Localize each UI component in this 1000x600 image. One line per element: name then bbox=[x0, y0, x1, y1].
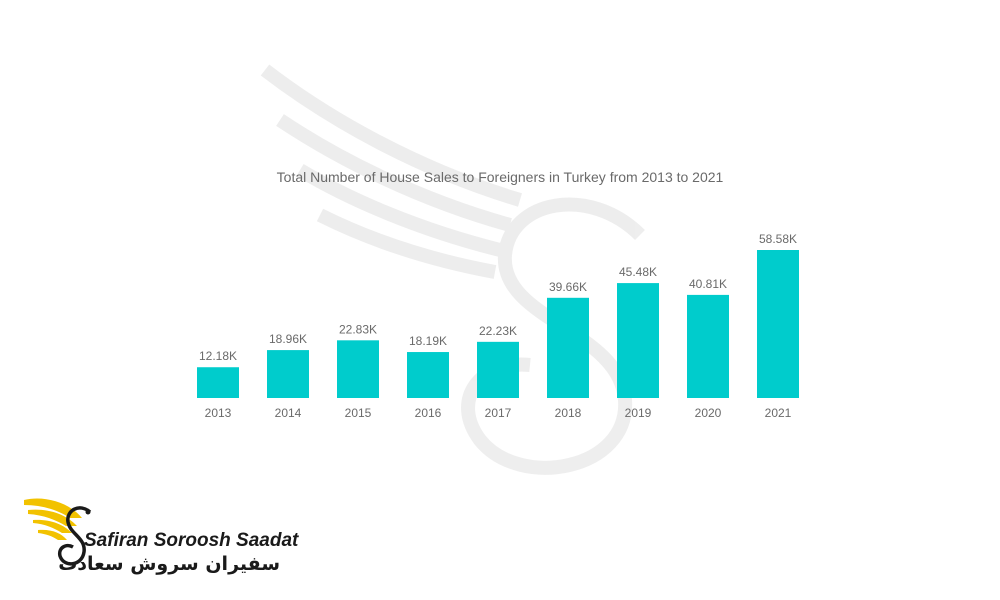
bar-2021 bbox=[757, 250, 799, 398]
value-label-2015: 22.83K bbox=[339, 322, 377, 336]
x-tick-label-2019: 2019 bbox=[625, 406, 652, 420]
bar-2014 bbox=[267, 350, 309, 398]
value-label-2020: 40.81K bbox=[689, 277, 727, 291]
value-label-2013: 12.18K bbox=[199, 349, 237, 363]
value-label-2017: 22.23K bbox=[479, 324, 517, 338]
bars-layer bbox=[197, 250, 799, 398]
value-label-2016: 18.19K bbox=[409, 334, 447, 348]
x-tick-label-2020: 2020 bbox=[695, 406, 722, 420]
bar-2015 bbox=[337, 340, 379, 398]
value-label-2021: 58.58K bbox=[759, 232, 797, 246]
brand-name-persian: سفیران سروش سعادت bbox=[58, 553, 280, 575]
bar-2016 bbox=[407, 352, 449, 398]
value-label-2018: 39.66K bbox=[549, 280, 587, 294]
watermark-logo bbox=[260, 64, 645, 475]
x-tick-label-2021: 2021 bbox=[765, 406, 792, 420]
x-tick-label-2016: 2016 bbox=[415, 406, 442, 420]
value-label-2014: 18.96K bbox=[269, 332, 307, 346]
x-tick-label-2018: 2018 bbox=[555, 406, 582, 420]
x-tick-labels-layer: 2013 2014 2015 2016 2017 2018 2019 2020 2021 bbox=[205, 406, 792, 420]
brand-logo-icon bbox=[24, 498, 92, 566]
bar-2020 bbox=[687, 294, 729, 398]
chart-title: Total Number of House Sales to Foreigner… bbox=[276, 169, 724, 185]
bar-2017 bbox=[477, 341, 519, 398]
x-tick-label-2015: 2015 bbox=[345, 406, 372, 420]
value-labels-layer: 12.18K 18.96K 22.83K 18.19K 22.23K 39.66K 45.4… bbox=[199, 232, 797, 363]
brand-name: Safiran Soroosh Saadat bbox=[84, 530, 299, 551]
bar-2019 bbox=[617, 283, 659, 398]
x-tick-label-2014: 2014 bbox=[275, 406, 302, 420]
x-tick-label-2017: 2017 bbox=[485, 406, 512, 420]
bar-2018 bbox=[547, 297, 589, 398]
x-tick-label-2013: 2013 bbox=[205, 406, 232, 420]
value-label-2019: 45.48K bbox=[619, 265, 657, 279]
bar-2013 bbox=[197, 367, 239, 398]
